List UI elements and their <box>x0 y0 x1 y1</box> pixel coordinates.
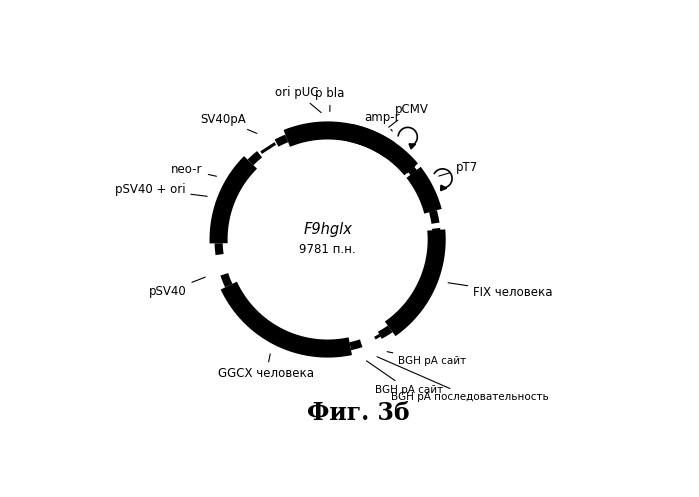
Text: pT7: pT7 <box>439 161 478 176</box>
Text: Фиг. 3б: Фиг. 3б <box>307 401 410 425</box>
Text: BGH pA сайт: BGH pA сайт <box>387 352 466 366</box>
Text: pSV40: pSV40 <box>149 277 206 298</box>
Polygon shape <box>440 185 447 191</box>
Polygon shape <box>380 141 391 151</box>
Text: BGH pA сайт: BGH pA сайт <box>366 361 442 395</box>
Text: pSV40 + ori: pSV40 + ori <box>115 182 207 196</box>
Text: GGCX человека: GGCX человека <box>218 354 315 380</box>
Text: SV40pA: SV40pA <box>200 113 257 133</box>
Polygon shape <box>404 162 415 173</box>
Text: 9781 п.н.: 9781 п.н. <box>299 243 356 255</box>
Text: amp-r: amp-r <box>364 111 400 131</box>
Polygon shape <box>243 160 253 171</box>
Text: BGH pA последовательность: BGH pA последовательность <box>377 357 549 403</box>
Text: ori pUC: ori pUC <box>275 86 321 112</box>
Text: F9hglx: F9hglx <box>303 223 352 238</box>
Text: neo-r: neo-r <box>171 163 217 176</box>
Polygon shape <box>231 292 242 303</box>
Text: p bla: p bla <box>315 87 345 111</box>
Polygon shape <box>409 144 416 149</box>
Text: pCMV: pCMV <box>389 103 429 127</box>
Polygon shape <box>345 129 356 139</box>
Text: FIX человека: FIX человека <box>448 283 553 299</box>
Polygon shape <box>394 316 405 327</box>
Polygon shape <box>425 202 435 213</box>
